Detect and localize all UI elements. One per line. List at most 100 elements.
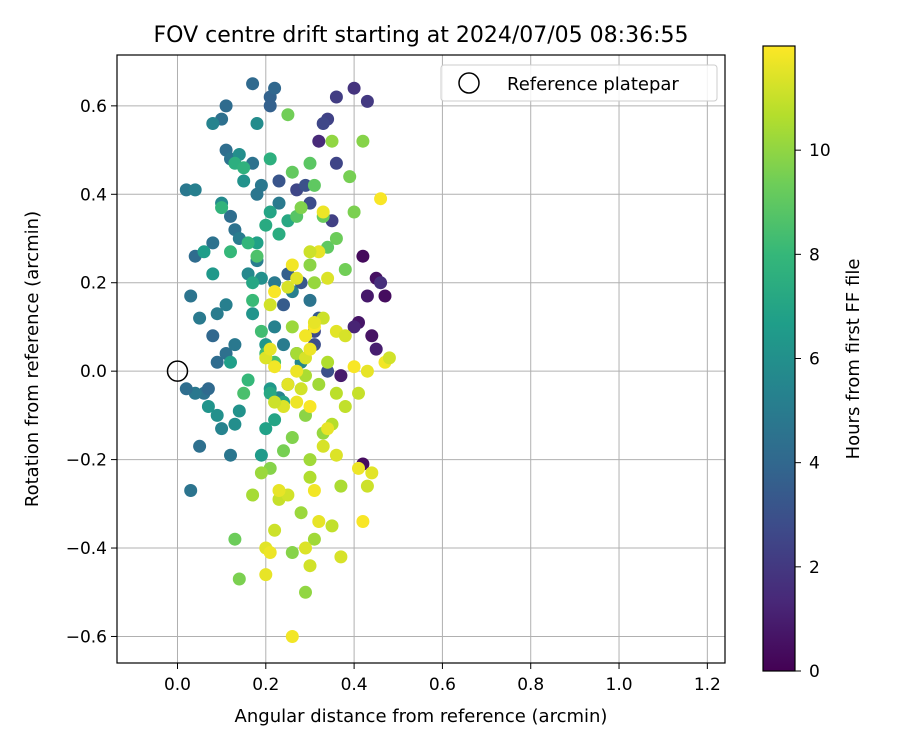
data-point — [228, 532, 242, 546]
data-point — [299, 178, 312, 192]
data-point — [219, 99, 233, 113]
data-point — [338, 400, 352, 413]
plot-background — [117, 55, 725, 663]
data-point — [360, 364, 374, 378]
data-point — [232, 572, 246, 586]
data-point — [321, 271, 335, 285]
y-tick-label: 0.0 — [80, 362, 107, 382]
data-point — [374, 276, 388, 290]
data-point — [378, 289, 392, 303]
data-point — [224, 448, 237, 462]
data-point — [210, 307, 224, 321]
colorbar-tick-label: 2 — [809, 558, 820, 578]
data-point — [246, 488, 260, 502]
data-point — [285, 165, 299, 179]
data-point — [263, 298, 277, 312]
colorbar: 0 2 4 6 8 10 Hours from first FF file — [762, 45, 864, 682]
data-point — [307, 532, 321, 546]
data-point — [250, 249, 264, 263]
data-point — [307, 178, 321, 192]
data-point — [360, 94, 374, 108]
data-point — [215, 422, 229, 436]
reference-marker — [166, 360, 189, 382]
data-point — [201, 400, 215, 413]
data-point — [303, 245, 317, 259]
data-point — [179, 382, 193, 396]
colorbar-tick-label: 6 — [809, 350, 820, 370]
data-point — [303, 453, 317, 467]
data-point — [193, 311, 207, 325]
data-point — [224, 355, 237, 369]
data-point — [228, 338, 242, 352]
data-point — [285, 320, 299, 334]
data-point — [263, 205, 277, 219]
data-point — [259, 422, 273, 436]
data-point — [259, 568, 273, 582]
data-point — [272, 484, 286, 497]
data-point — [184, 289, 198, 303]
data-point — [277, 298, 290, 312]
data-point — [246, 307, 260, 321]
y-tick-label: 0.2 — [80, 274, 107, 294]
data-point — [316, 205, 330, 219]
x-tick-label: 0.6 — [429, 675, 456, 695]
data-point — [219, 298, 233, 312]
data-point — [369, 342, 383, 356]
data-point — [356, 134, 370, 148]
data-point — [329, 448, 343, 462]
colorbar-tick-label: 0 — [809, 662, 820, 682]
y-tick-label: 0.4 — [80, 185, 107, 205]
data-point — [307, 316, 321, 329]
data-point — [285, 258, 299, 272]
data-point — [303, 342, 317, 356]
data-point — [272, 227, 286, 241]
data-point — [325, 519, 339, 533]
x-tick-label: 1.2 — [694, 675, 721, 695]
y-axis-label: Rotation from reference (arcmin) — [22, 211, 43, 507]
data-point — [268, 395, 282, 409]
data-point — [329, 386, 343, 400]
legend-box — [440, 64, 718, 102]
x-tick-label: 0.0 — [164, 675, 191, 695]
data-point — [268, 81, 282, 95]
x-tick-label: 1.0 — [606, 675, 633, 695]
data-point — [250, 117, 264, 130]
data-point — [263, 342, 277, 356]
plot-frame — [116, 54, 726, 664]
x-axis-label: Angular distance from reference (arcmin) — [235, 706, 608, 727]
data-point — [347, 81, 361, 95]
data-point — [329, 156, 343, 170]
data-point — [321, 364, 335, 378]
y-tick-label: −0.6 — [66, 627, 107, 647]
chart-title: FOV centre drift starting at 2024/07/05 … — [154, 23, 689, 48]
colorbar-label: Hours from first FF file — [843, 259, 864, 460]
data-point — [365, 329, 379, 343]
data-point — [232, 404, 246, 418]
data-point — [224, 209, 237, 223]
data-point — [254, 466, 268, 480]
data-point — [228, 417, 242, 431]
data-point — [294, 201, 308, 215]
y-tick-label: 0.6 — [80, 97, 107, 117]
data-point — [303, 258, 317, 272]
data-point — [268, 320, 282, 334]
data-point — [268, 276, 282, 290]
data-point — [374, 192, 388, 206]
colorbar-ticks: 0 2 4 6 8 10 — [795, 141, 831, 682]
data-point — [193, 439, 207, 453]
data-point — [352, 461, 365, 475]
data-point — [268, 285, 282, 299]
legend-label-reference: Reference platepar — [507, 74, 679, 95]
data-point — [334, 479, 348, 493]
data-point — [285, 546, 299, 559]
data-point — [312, 134, 326, 148]
data-point — [303, 470, 317, 484]
data-point — [285, 431, 299, 444]
data-point — [307, 484, 321, 497]
data-point — [338, 263, 352, 276]
data-point — [316, 439, 330, 453]
colorbar-gradient — [762, 45, 796, 672]
data-point — [206, 236, 220, 250]
grid — [117, 55, 725, 663]
data-point — [263, 99, 277, 113]
